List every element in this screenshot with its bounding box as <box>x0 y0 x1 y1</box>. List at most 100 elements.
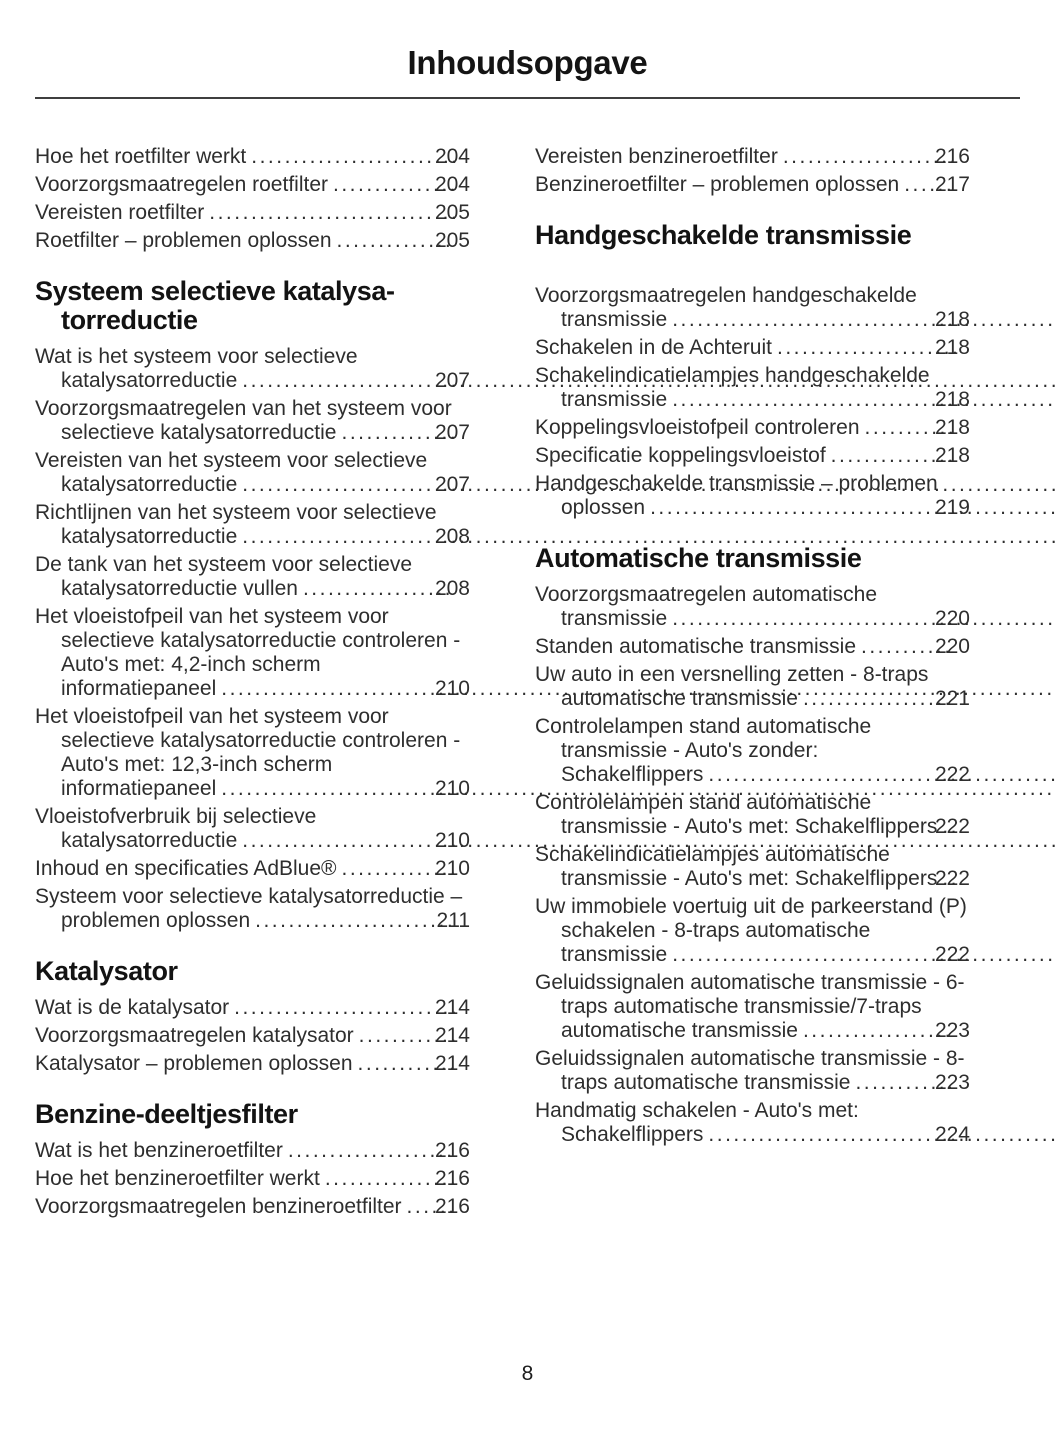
toc-entry[interactable]: Uw auto in een versnelling zetten - 8-tr… <box>535 663 970 711</box>
section-heading: Systeem selectieve katalysa-torreductie <box>35 277 470 335</box>
toc-leader-dots: ...... <box>406 1195 457 1218</box>
toc-entry[interactable]: Systeem voor selectieve katalysatorreduc… <box>35 885 470 933</box>
toc-entry[interactable]: Hoe het roetfilter werkt 204.............… <box>35 145 470 169</box>
toc-leader-dots: .............................. <box>209 201 460 224</box>
toc-entry[interactable]: Het vloeistofpeil van het systeem voor s… <box>35 605 1055 701</box>
toc-entry[interactable]: Voorzorgsmaatregelen katalysator 214.....… <box>35 1024 470 1048</box>
toc-leader-dots: ........................................… <box>708 1123 1055 1146</box>
toc-leader-dots: .............. <box>341 421 459 444</box>
toc-entry[interactable]: Roetfilter – problemen oplossen 205......… <box>35 229 470 253</box>
toc-leader-dots: ........................................… <box>242 829 1055 852</box>
toc-entry[interactable]: Vereisten van het systeem voor selectiev… <box>35 449 1055 497</box>
toc-entry[interactable]: Standen automatische transmissie 220.....… <box>535 635 970 659</box>
toc-entry-title: Hoe het roetfilter werkt <box>35 145 247 168</box>
toc-entry[interactable]: Handmatig schakelen - Auto's met: Schake… <box>535 1099 1055 1147</box>
toc-entry[interactable]: Wat is het benzineroetfilter 216.........… <box>35 1139 470 1163</box>
toc-entry-title: Vereisten roetfilter <box>35 201 205 224</box>
toc-entry[interactable]: Benzineroetfilter – problemen oplossen 21… <box>535 173 970 197</box>
toc-entry-title: Katalysator – problemen oplossen <box>35 1052 353 1075</box>
toc-entry[interactable]: Voorzorgsmaatregelen automatische transm… <box>535 583 1055 631</box>
toc-entry[interactable]: Inhoud en specificaties AdBlue® 210......… <box>35 857 470 881</box>
toc-entry-title: Voorzorgsmaatregelen katalysator <box>35 1024 354 1047</box>
toc-entry[interactable]: Voorzorgsmaatregelen van het systeem voo… <box>35 397 470 445</box>
section-heading-line: Katalysator <box>35 956 178 986</box>
toc-leader-dots: ........................................… <box>242 473 1055 496</box>
toc-entry-title: Voorzorgsmaatregelen automatische transm… <box>535 583 878 630</box>
toc-entry[interactable]: Schakelindicatielampjes automatische tra… <box>535 843 970 891</box>
toc-entry[interactable]: Specificatie koppelingsvloeistof 218.....… <box>535 444 970 468</box>
toc-entry-page: 218 <box>934 416 970 439</box>
toc-leader-dots: .................. <box>802 687 953 710</box>
toc-entry[interactable]: Koppelingsvloeistofpeil controleren 218..… <box>535 416 970 440</box>
toc-entry-title: Geluidssignalen automatische transmissie… <box>535 1047 965 1094</box>
toc-leader-dots: ........................................… <box>242 369 1055 392</box>
toc-entry-page: 207 <box>434 421 470 444</box>
toc-entry[interactable]: Voorzorgsmaatregelen benzineroetfilter 21… <box>35 1195 470 1219</box>
toc-entry[interactable]: Wat is de katalysator 214................… <box>35 996 470 1020</box>
toc-entry-title: Richtlijnen van het systeem voor selecti… <box>35 501 437 548</box>
toc-entry-title: Uw immobiele voertuig uit de parkeerstan… <box>535 895 967 966</box>
section-heading: Benzine-deeltjesfilter <box>35 1100 470 1129</box>
toc-entry-page: 218 <box>934 444 970 467</box>
toc-leader-dots: .................. <box>302 577 453 600</box>
toc-entry[interactable]: Handgeschakelde transmissie – problemen … <box>535 472 1055 520</box>
toc-leader-dots: ............ <box>357 1052 458 1075</box>
toc-entry-page: 223 <box>934 1071 970 1094</box>
toc-entry[interactable]: Geluidssignalen automatische transmissie… <box>535 1047 970 1095</box>
toc-entry[interactable]: Schakelindicatielampjes handgeschakelde … <box>535 364 1055 412</box>
toc-entry-page: 223 <box>934 1019 970 1042</box>
toc-leader-dots: ...................... <box>777 336 961 359</box>
toc-entry[interactable]: Richtlijnen van het systeem voor selecti… <box>35 501 1055 549</box>
toc-leader-dots: .. <box>942 815 959 838</box>
toc-entry-title: Inhoud en specificaties AdBlue® <box>35 857 337 880</box>
toc-entry-page: 211 <box>436 909 470 932</box>
toc-leader-dots: ........... <box>861 635 953 658</box>
toc-leader-dots: .................. <box>802 1019 953 1042</box>
section-heading: Katalysator <box>35 957 470 986</box>
toc-entry[interactable]: Voorzorgsmaatregelen handgeschakelde tra… <box>535 284 1055 332</box>
toc-entry-page: 222 <box>934 867 970 890</box>
toc-entry-title: Wat is het benzineroetfilter <box>35 1139 283 1162</box>
toc-entry[interactable]: Wat is het systeem voor selectieve katal… <box>35 345 1055 393</box>
toc-entry[interactable]: Controlelampen stand automatische transm… <box>535 791 970 839</box>
toc-entry-page: 210 <box>434 857 470 880</box>
toc-entry-title: Roetfilter – problemen oplossen <box>35 229 332 252</box>
toc-entry[interactable]: Vloeistofverbruik bij selectieve katalys… <box>35 805 1055 853</box>
toc-entry[interactable]: Katalysator – problemen oplossen 214.....… <box>35 1052 470 1076</box>
toc-entry[interactable]: Voorzorgsmaatregelen roetfilter 204......… <box>35 173 470 197</box>
page-title: Inhoudsopgave <box>407 44 648 81</box>
toc-entry-title: Wat is het systeem voor selectieve katal… <box>35 345 358 392</box>
toc-entry[interactable]: De tank van het systeem voor selectieve … <box>35 553 470 601</box>
toc-leader-dots: ...... <box>904 173 955 196</box>
section-heading-line: Handgeschakelde transmissie <box>535 220 912 250</box>
toc-entry-page: 216 <box>434 1167 470 1190</box>
toc-leader-dots: ........................................… <box>672 388 1055 411</box>
toc-entry-title: Vereisten van het systeem voor selectiev… <box>35 449 428 496</box>
toc-leader-dots: ........................ <box>255 909 456 932</box>
toc-entry[interactable]: Controlelampen stand automatische transm… <box>535 715 1055 787</box>
section-heading: Automatische transmissie <box>535 544 970 573</box>
toc-leader-dots: ........................................… <box>221 677 1055 700</box>
toc-entry-title: Hoe het benzineroetfilter werkt <box>35 1167 320 1190</box>
toc-entry-page: 222 <box>934 815 970 838</box>
toc-entry[interactable]: Vereisten benzineroetfilter 216..........… <box>535 145 970 169</box>
toc-entry-page: 221 <box>934 687 970 710</box>
toc-leader-dots: ................ <box>324 1167 459 1190</box>
toc-entry[interactable]: Uw immobiele voertuig uit de parkeerstan… <box>535 895 1055 967</box>
toc-leader-dots: ............ <box>855 1071 956 1094</box>
toc-entry-title: Vloeistofverbruik bij selectieve katalys… <box>35 805 317 852</box>
toc-entry[interactable]: Vereisten roetfilter 205.................… <box>35 201 470 225</box>
toc-entry-title: Het vloeistofpeil van het systeem voor s… <box>35 705 461 800</box>
section-heading-line: Automatische transmissie <box>535 543 862 573</box>
toc-entry[interactable]: Hoe het benzineroetfilter werkt 216......… <box>35 1167 470 1191</box>
section-heading: Handgeschakelde transmissie <box>535 221 970 250</box>
toc-entry-page: 214 <box>434 1024 470 1047</box>
toc-entry-title: Standen automatische transmissie <box>535 635 856 658</box>
toc-leader-dots: ........... <box>864 416 957 439</box>
toc-entry[interactable]: Geluidssignalen automatische transmissie… <box>535 971 970 1043</box>
toc-entry[interactable]: Het vloeistofpeil van het systeem voor s… <box>35 705 1055 801</box>
title-rule <box>35 97 1020 99</box>
toc-entry[interactable]: Schakelen in de Achteruit 218............… <box>535 336 970 360</box>
toc-entry-title: Handgeschakelde transmissie – problemen … <box>535 472 938 519</box>
toc-leader-dots: ........................................… <box>672 607 1055 630</box>
